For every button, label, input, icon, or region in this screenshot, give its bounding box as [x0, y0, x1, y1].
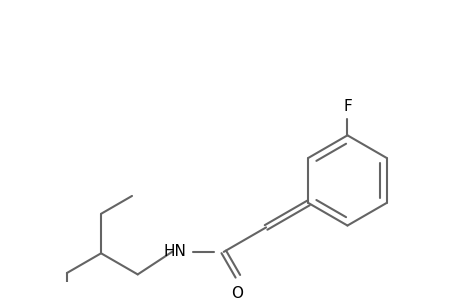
Text: HN: HN: [163, 244, 186, 260]
Text: O: O: [230, 286, 242, 300]
Text: F: F: [342, 99, 351, 114]
